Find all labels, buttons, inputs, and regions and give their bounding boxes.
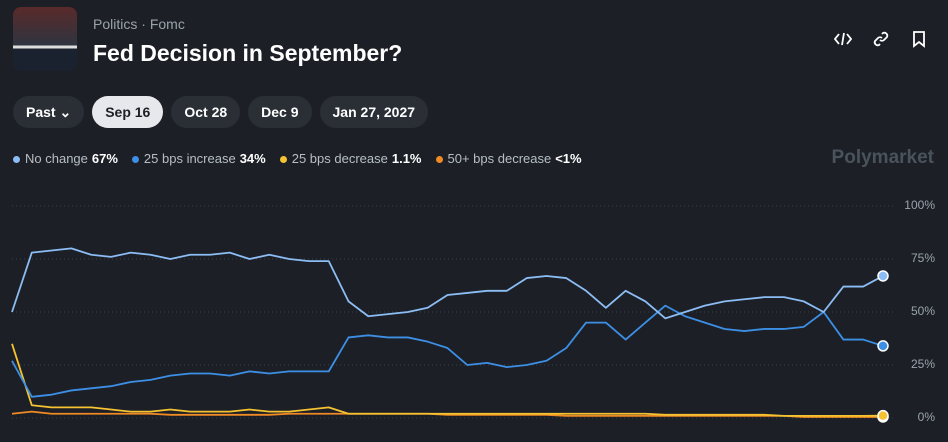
legend-item[interactable]: 50+ bps decrease <1% bbox=[435, 151, 582, 166]
legend-swatch bbox=[279, 156, 287, 163]
tab[interactable]: Oct 28 bbox=[171, 96, 241, 128]
end-point bbox=[877, 340, 889, 352]
legend-label: 25 bps increase bbox=[143, 151, 236, 166]
crumb[interactable]: Fomc bbox=[149, 16, 185, 32]
end-point bbox=[877, 270, 889, 282]
series-line bbox=[11, 410, 883, 418]
legend-value: 1.1% bbox=[391, 151, 422, 166]
legend-value: 34% bbox=[239, 151, 266, 166]
tab[interactable]: Past ⌄ bbox=[13, 96, 85, 128]
brand: Polymarket bbox=[831, 147, 934, 168]
tab[interactable]: Sep 16 bbox=[92, 96, 164, 128]
y-tick-label: 75% bbox=[911, 251, 935, 265]
y-tick-label: 0% bbox=[918, 410, 936, 424]
link-icon[interactable] bbox=[872, 30, 890, 48]
tab[interactable]: Jan 27, 2027 bbox=[319, 96, 429, 128]
crumb[interactable]: Politics bbox=[93, 16, 138, 32]
legend-swatch bbox=[13, 156, 20, 163]
y-tick-label: 25% bbox=[911, 357, 935, 371]
y-tick-label: 100% bbox=[904, 198, 935, 212]
market-image bbox=[13, 7, 77, 71]
legend-item[interactable]: No change 67% bbox=[13, 151, 118, 166]
title: Fed Decision in September? bbox=[93, 40, 403, 66]
legend: No change 67% 25 bps increase 34% 25 bps dec… bbox=[13, 151, 582, 166]
series-line bbox=[11, 304, 884, 398]
bookmark-icon[interactable] bbox=[910, 30, 928, 48]
embed-icon[interactable] bbox=[834, 30, 852, 48]
legend-item[interactable]: 25 bps decrease 1.1% bbox=[279, 151, 422, 166]
legend-swatch bbox=[131, 156, 139, 163]
legend-label: 25 bps decrease bbox=[291, 151, 388, 166]
end-point bbox=[877, 411, 889, 423]
breadcrumb: Politics · Fomc bbox=[93, 16, 185, 32]
legend-swatch bbox=[435, 156, 443, 163]
legend-value: <1% bbox=[555, 151, 582, 166]
actions bbox=[834, 30, 928, 48]
end-point bbox=[877, 409, 889, 422]
legend-label: 50+ bps decrease bbox=[447, 151, 552, 166]
legend-item[interactable]: 25 bps increase 34% bbox=[131, 151, 266, 166]
series-line bbox=[11, 247, 884, 320]
legend-label: No change bbox=[25, 151, 88, 166]
tab[interactable]: Dec 9 bbox=[248, 96, 312, 128]
legend-value: 67% bbox=[91, 151, 118, 166]
y-tick-label: 50% bbox=[911, 304, 935, 318]
tabs: Past ⌄ Sep 16 Oct 28 Dec 9 Jan 27, 2027 bbox=[13, 96, 429, 128]
series-line bbox=[11, 343, 884, 417]
